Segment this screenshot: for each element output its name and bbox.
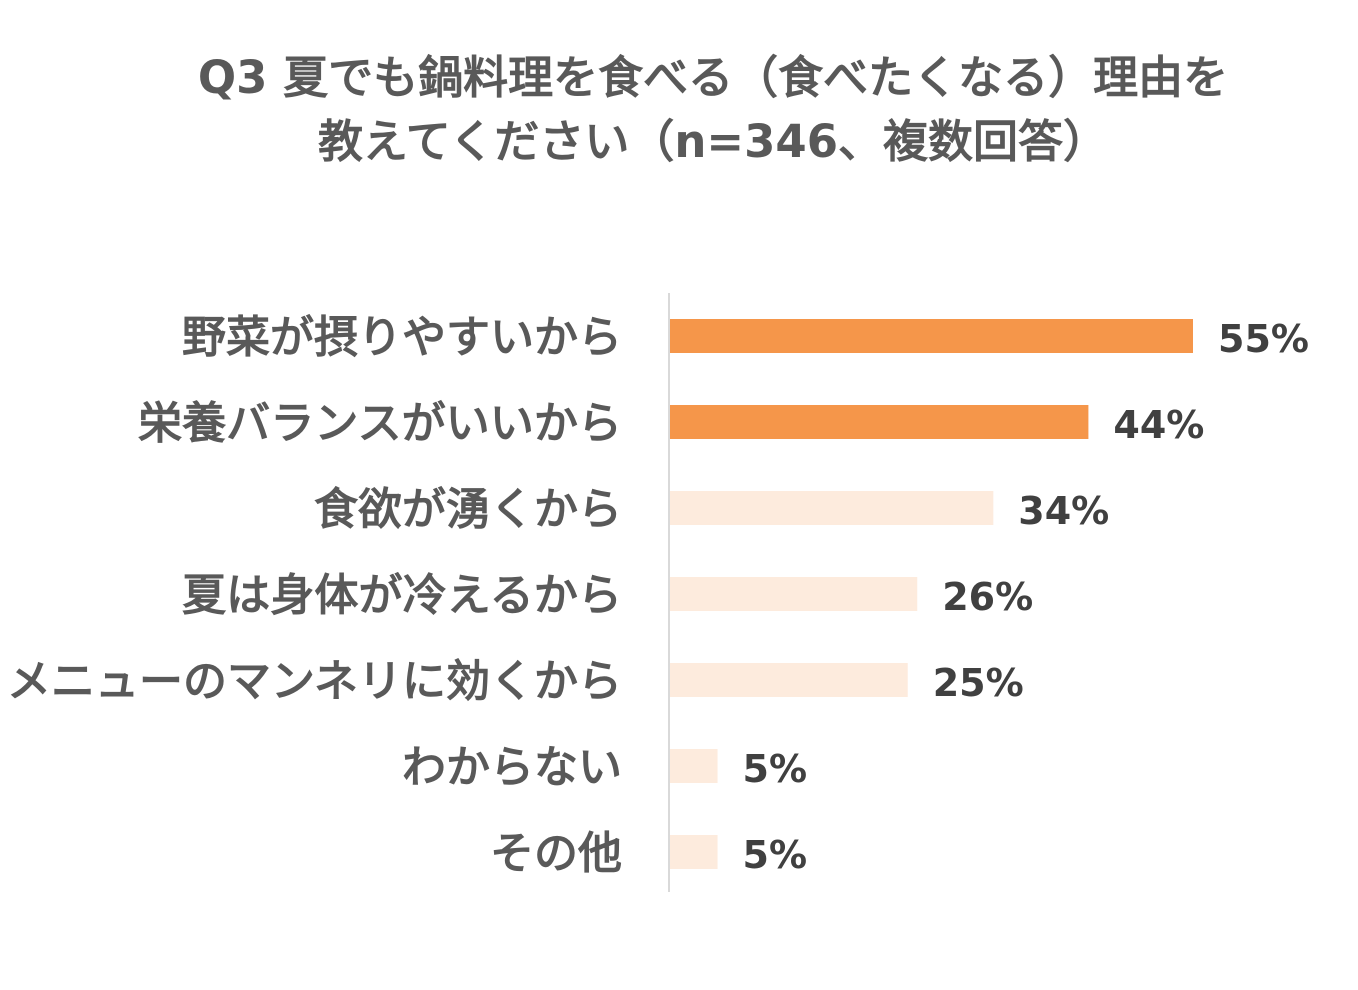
category-label-6: わからない bbox=[402, 742, 622, 793]
category-labels-group: 野菜が摂りやすいから栄養バランスがいいから食欲が湧くから夏は身体が冷えるからメニ… bbox=[7, 312, 622, 879]
chart-title-line-2: 教えてください（n=346、複数回答） bbox=[317, 115, 1109, 168]
bar-4 bbox=[670, 577, 918, 611]
category-label-1: 野菜が摂りやすいから bbox=[182, 312, 622, 363]
value-label-3: 34% bbox=[1018, 489, 1109, 533]
category-label-7: その他 bbox=[490, 828, 622, 879]
bar-3 bbox=[670, 491, 994, 525]
value-label-4: 26% bbox=[942, 575, 1033, 619]
bar-7 bbox=[670, 835, 718, 869]
bar-1 bbox=[670, 319, 1193, 353]
value-label-1: 55% bbox=[1218, 317, 1309, 361]
category-label-5: メニューのマンネリに効くから bbox=[7, 656, 622, 707]
value-label-2: 44% bbox=[1113, 403, 1204, 447]
chart-title-line-1: Q3 夏でも鍋料理を食べる（食べたくなる）理由を bbox=[197, 51, 1229, 104]
bars-group bbox=[670, 319, 1193, 869]
category-label-2: 栄養バランスがいいから bbox=[138, 398, 622, 449]
bar-5 bbox=[670, 663, 908, 697]
category-label-4: 夏は身体が冷えるから bbox=[182, 570, 622, 621]
value-labels-group: 55% 44%34% 26% 25% 5% 5% bbox=[743, 317, 1309, 877]
bar-6 bbox=[670, 749, 718, 783]
value-label-6: 5% bbox=[743, 747, 808, 791]
value-label-5: 25% bbox=[933, 661, 1024, 705]
chart-title: Q3 夏でも鍋料理を食べる（食べたくなる）理由を 教えてください（n=346、複… bbox=[0, 46, 1358, 174]
category-label-3: 食欲が湧くから bbox=[314, 484, 622, 535]
value-label-7: 5% bbox=[743, 833, 808, 877]
bar-2 bbox=[670, 405, 1089, 439]
